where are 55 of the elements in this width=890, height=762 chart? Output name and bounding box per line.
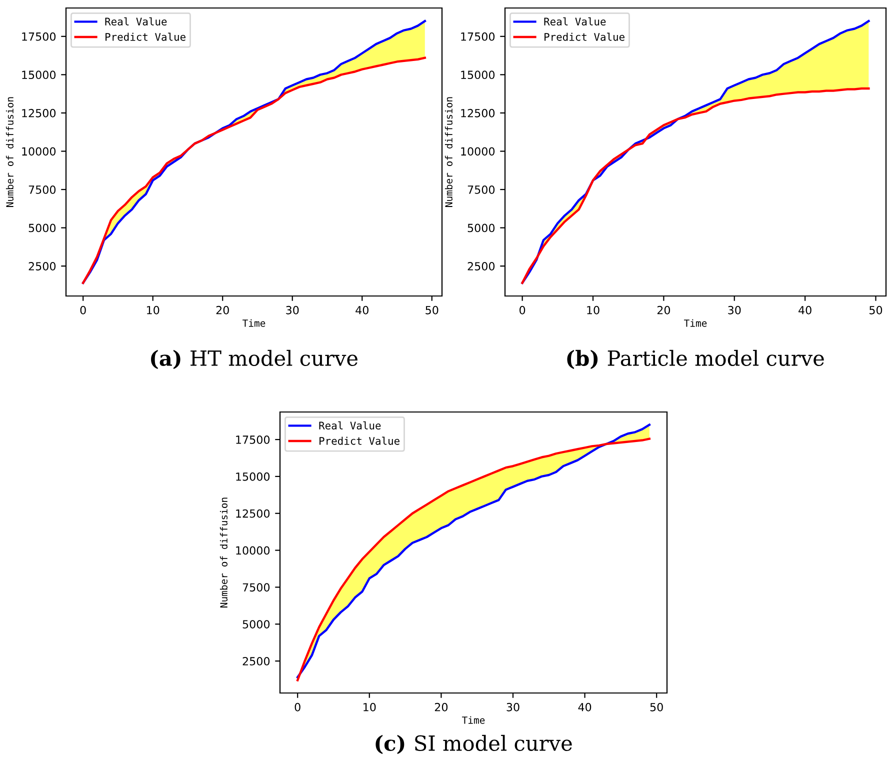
- y-tick-label: 17500: [22, 32, 56, 41]
- y-tick-label: 2500: [468, 262, 495, 270]
- legend-label: Real Value: [319, 421, 381, 430]
- y-tick-label: 7500: [242, 583, 270, 592]
- legend-label: Predict Value: [106, 32, 186, 41]
- y-tick-label: 12500: [461, 108, 495, 118]
- x-tick-label: 0: [80, 306, 86, 314]
- x-tick-label: 40: [356, 306, 368, 314]
- x-axis-title: Time: [462, 716, 485, 724]
- y-tick-label: 10000: [22, 147, 56, 156]
- text: (b) Particle model curve: [567, 350, 824, 369]
- y-tick-label: 5000: [468, 224, 495, 232]
- y-tick-label: 7500: [468, 185, 495, 194]
- y-tick-label: 17500: [461, 32, 495, 41]
- x-axis-title: Time: [684, 319, 707, 327]
- x-tick-label: 10: [147, 306, 160, 314]
- x-tick-label: 40: [578, 702, 592, 712]
- y-tick-label: 5000: [242, 620, 270, 628]
- y-tick-label: 2500: [242, 657, 270, 666]
- x-tick-label: 20: [657, 306, 670, 314]
- x-axis-title: Time: [242, 319, 266, 327]
- text: (a) HT model curve: [151, 350, 358, 369]
- x-tick-label: 40: [798, 306, 812, 314]
- y-axis-title: Number of diffusion: [444, 97, 452, 207]
- x-tick-label: 10: [587, 306, 600, 314]
- legend-label: Predict Value: [544, 32, 624, 41]
- x-tick-label: 30: [286, 306, 299, 314]
- legend-label: Predict Value: [320, 436, 400, 445]
- legend-label: Real Value: [544, 17, 606, 26]
- text: (c) SI model curve: [376, 734, 572, 754]
- y-tick-label: 10000: [461, 147, 495, 156]
- x-tick-label: 30: [728, 306, 741, 314]
- x-tick-label: 10: [364, 702, 376, 712]
- y-tick-label: 2500: [28, 262, 56, 270]
- x-tick-label: 50: [426, 306, 438, 314]
- y-tick-label: 7500: [28, 185, 56, 194]
- y-tick-label: 15000: [236, 472, 270, 481]
- x-tick-label: 0: [520, 306, 526, 314]
- y-axis-title: Number of diffusion: [6, 97, 14, 207]
- x-tick-label: 30: [506, 702, 520, 712]
- y-tick-label: 17500: [236, 436, 270, 444]
- y-tick-label: 5000: [28, 224, 56, 232]
- y-axis-title: Number of diffusion: [220, 498, 228, 608]
- x-tick-label: 20: [216, 306, 229, 314]
- y-tick-label: 12500: [236, 509, 270, 518]
- y-tick-label: 12500: [22, 108, 56, 118]
- x-tick-label: 50: [650, 702, 663, 712]
- legend-label: Real Value: [105, 17, 167, 26]
- y-tick-label: 15000: [461, 70, 495, 80]
- x-tick-label: 20: [434, 702, 448, 712]
- x-tick-label: 0: [294, 702, 300, 712]
- line-series: [521, 87, 870, 284]
- y-tick-label: 15000: [22, 70, 56, 80]
- y-tick-label: 10000: [236, 546, 270, 555]
- x-tick-label: 50: [870, 306, 882, 314]
